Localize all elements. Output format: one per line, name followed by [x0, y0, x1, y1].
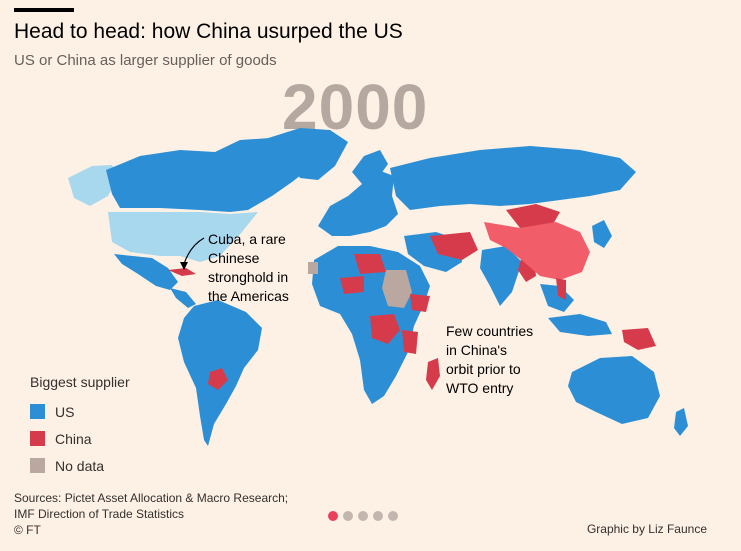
mexico [114, 254, 178, 290]
libya [354, 254, 386, 274]
scandinavia [352, 150, 388, 184]
legend-swatch [30, 431, 45, 446]
china [484, 222, 590, 280]
legend-swatch [30, 404, 45, 419]
indonesia [548, 314, 612, 336]
sources-line: IMF Direction of Trade Statistics [14, 507, 185, 521]
north-america [68, 128, 348, 308]
canada [106, 138, 310, 212]
pagination-dots [328, 511, 398, 521]
chart-subtitle: US or China as larger supplier of goods [14, 52, 277, 69]
iran-region [430, 232, 478, 260]
orbit-annotation: Few countries in China's orbit prior to … [446, 322, 533, 398]
greenland [262, 128, 348, 180]
japan-korea [592, 220, 612, 248]
orbit-annotation-line: orbit prior to [446, 361, 521, 377]
ethiopia [410, 294, 430, 312]
south-america [178, 300, 262, 446]
madagascar [426, 358, 440, 390]
pagination-dot-4[interactable] [373, 511, 383, 521]
graphic-credit: Graphic by Liz Faunce [586, 522, 707, 536]
cuba [168, 268, 196, 276]
central-america [170, 288, 196, 308]
east-asia [484, 204, 656, 350]
russia [390, 146, 636, 210]
orbit-annotation-line: Few countries [446, 323, 534, 339]
papua-new-guinea [622, 328, 656, 350]
usa [108, 212, 258, 262]
new-zealand [674, 408, 688, 436]
europe [318, 150, 398, 236]
legend-label: No data [55, 457, 105, 474]
legend-title: Biggest supplier [30, 374, 130, 390]
cuba-annotation-line: the Americas [208, 288, 289, 304]
pagination-dot-5[interactable] [388, 511, 398, 521]
legend-item-no-data: No data [30, 452, 130, 479]
legend-label: China [55, 430, 92, 447]
copyright: © FT [14, 523, 41, 537]
sudan [382, 270, 412, 308]
sources: Sources: Pictet Asset Allocation & Macro… [14, 490, 288, 538]
cuba-arrowhead [180, 262, 188, 270]
legend: Biggest supplier US China No data [30, 374, 130, 479]
tanzania [402, 330, 418, 354]
cuba-annotation-line: Cuba, a rare [208, 231, 286, 247]
europe-land [318, 170, 398, 236]
cuba-annotation-line: stronghold in [208, 269, 289, 285]
alaska [68, 165, 118, 206]
middle-east [404, 232, 536, 306]
legend-swatch [30, 458, 45, 473]
western-sahara [308, 262, 318, 274]
africa [308, 246, 440, 404]
india [480, 246, 522, 306]
cuba-arrow [183, 237, 205, 265]
legend-item-us: US [30, 398, 130, 425]
cuba-annotation: Cuba, a rare Chinese stronghold in the A… [208, 230, 289, 306]
se-asia [540, 284, 574, 312]
pagination-dot-3[interactable] [358, 511, 368, 521]
mongolia [506, 204, 560, 228]
chart-title: Head to head: how China usurped the US [14, 20, 403, 43]
pagination-dot-1[interactable] [328, 511, 338, 521]
paraguay [208, 368, 228, 390]
niger [340, 276, 364, 294]
sources-line: Sources: Pictet Asset Allocation & Macro… [14, 491, 289, 505]
australia [568, 356, 660, 424]
legend-label: US [55, 403, 75, 420]
russia-land [390, 146, 636, 210]
header-rule [14, 8, 74, 12]
oceania [568, 356, 688, 436]
orbit-annotation-line: WTO entry [446, 380, 514, 396]
pagination-dot-2[interactable] [343, 511, 353, 521]
orbit-annotation-line: in China's [446, 342, 508, 358]
legend-item-china: China [30, 425, 130, 452]
vietnam [556, 278, 566, 300]
central-africa [370, 314, 400, 344]
cuba-annotation-line: Chinese [208, 250, 260, 266]
